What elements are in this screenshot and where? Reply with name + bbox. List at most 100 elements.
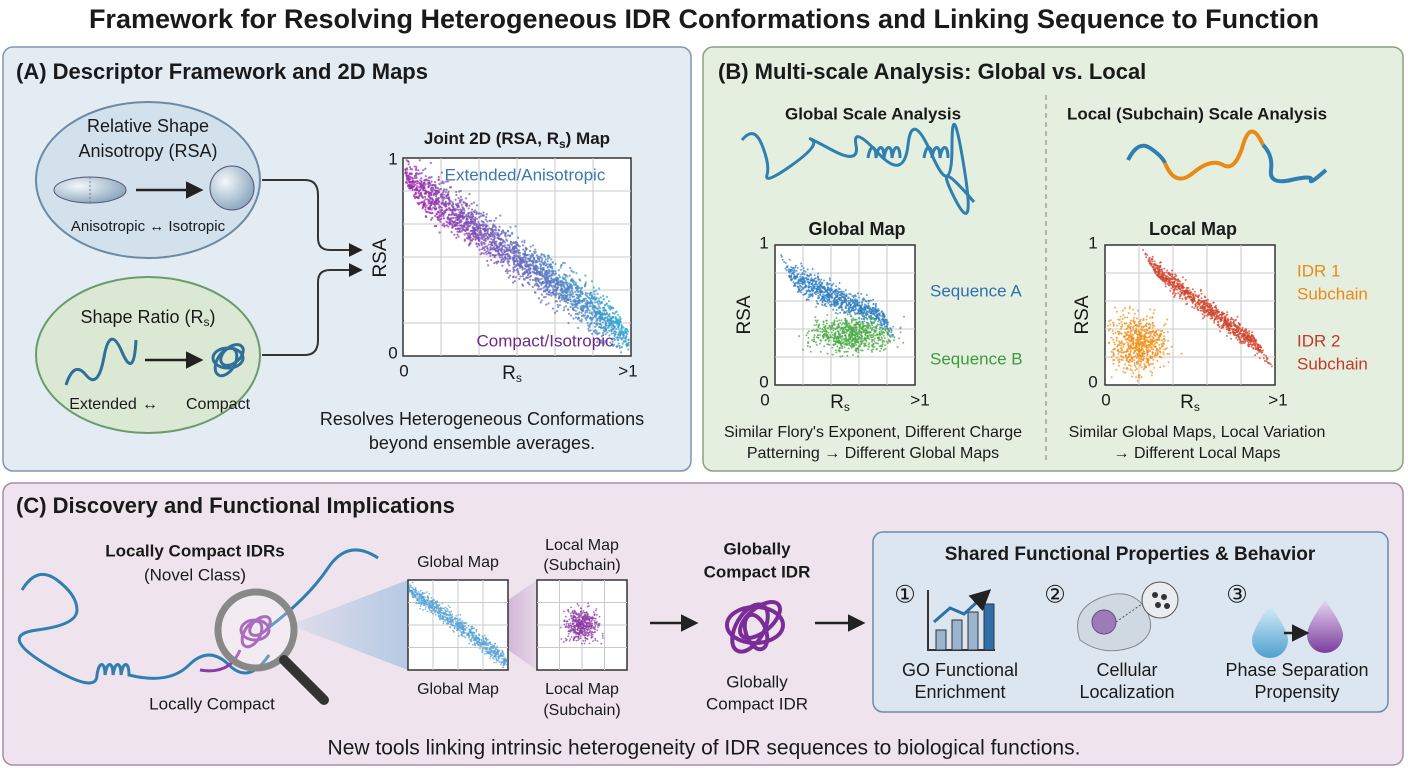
item-number: ② bbox=[1044, 581, 1066, 608]
panel-caption: Similar Flory's Exponent, Different Char… bbox=[724, 424, 1022, 441]
global-chain bbox=[740, 122, 976, 215]
rs-right: Compact bbox=[186, 396, 251, 413]
idr-subtitle: (Novel Class) bbox=[144, 565, 246, 584]
rsa-label: Anisotropy (RSA) bbox=[78, 141, 217, 161]
connector bbox=[262, 263, 363, 356]
map-label: Global Map bbox=[417, 554, 499, 571]
sphere-icon bbox=[209, 165, 255, 211]
legend-label: Sequence B bbox=[930, 349, 1023, 368]
phase-icon bbox=[1252, 600, 1343, 658]
page-title: Framework for Resolving Heterogeneous ID… bbox=[89, 4, 1319, 34]
scatter-points bbox=[1107, 249, 1273, 382]
y-tick-label: 0 bbox=[1088, 372, 1097, 391]
y-axis-label: RSA bbox=[370, 238, 391, 277]
rsa-ellipse bbox=[35, 101, 261, 259]
local-map bbox=[1104, 244, 1276, 386]
y-tick-label: 1 bbox=[759, 233, 768, 252]
map-title: Joint 2D (RSA, Rs) Map bbox=[424, 129, 610, 151]
x-axis-label: Rs bbox=[830, 392, 850, 414]
idr-label: Locally Compact bbox=[149, 694, 275, 713]
x-tick-label: >1 bbox=[618, 361, 637, 380]
globally-compact-knot bbox=[725, 600, 785, 654]
item-label: Cellular bbox=[1096, 660, 1157, 680]
map-label: (Subchain) bbox=[543, 702, 620, 719]
legend-label: IDR 1 bbox=[1297, 261, 1340, 280]
go-icon bbox=[927, 589, 995, 651]
section-title: Local (Subchain) Scale Analysis bbox=[1067, 104, 1327, 123]
connector bbox=[262, 179, 363, 257]
properties-title: Shared Functional Properties & Behavior bbox=[945, 544, 1316, 565]
item-label: GO Functional bbox=[902, 660, 1018, 680]
idr-title: Locally Compact IDRs bbox=[105, 541, 285, 560]
rsa-caption: Anisotropic ↔ Isotropic bbox=[71, 218, 226, 235]
map-label: Global Map bbox=[417, 681, 499, 698]
y-tick-label: 1 bbox=[1088, 233, 1097, 252]
compact-region bbox=[199, 615, 272, 673]
y-tick-label: 1 bbox=[388, 149, 397, 168]
map-label: (Subchain) bbox=[543, 557, 620, 574]
x-tick-label: 0 bbox=[399, 361, 408, 380]
item-label: Localization bbox=[1079, 682, 1174, 702]
legend-label: Subchain bbox=[1297, 354, 1368, 373]
extended-chain bbox=[64, 337, 138, 386]
panel-caption: Patterning → Different Global Maps bbox=[747, 445, 999, 462]
legend-label: IDR 2 bbox=[1297, 331, 1340, 350]
y-axis-label: RSA bbox=[1072, 295, 1093, 334]
compact-label: Globally bbox=[726, 672, 788, 691]
global-map bbox=[774, 244, 916, 386]
map-annotation: Extended/Anisotropic bbox=[445, 165, 606, 184]
y-axis-label: RSA bbox=[734, 295, 755, 334]
scatter-points bbox=[408, 581, 508, 669]
plot-grid bbox=[403, 158, 631, 356]
scatter-points bbox=[780, 254, 906, 358]
x-axis-label: Rs bbox=[502, 363, 522, 385]
rs-ellipse bbox=[35, 276, 261, 434]
panel-caption: → Different Local Maps bbox=[1114, 445, 1281, 462]
item-label: Phase Separation bbox=[1225, 660, 1368, 680]
global-map-thumb bbox=[407, 579, 509, 671]
compact-title: Globally bbox=[723, 539, 791, 558]
zoom-cone bbox=[508, 580, 537, 670]
y-tick-label: 0 bbox=[759, 372, 768, 391]
rsa-label: Relative Shape bbox=[87, 116, 209, 136]
panel-caption: Resolves Heterogeneous Conformations bbox=[320, 409, 644, 429]
zoom-cone bbox=[290, 580, 408, 670]
item-label: Enrichment bbox=[914, 682, 1005, 702]
magnifier-handle bbox=[279, 655, 329, 705]
legend-label: Subchain bbox=[1297, 284, 1368, 303]
footer: New tools linking intrinsic heterogeneit… bbox=[328, 737, 1081, 760]
compact-title: Compact IDR bbox=[704, 562, 811, 581]
compact-knot bbox=[211, 343, 245, 378]
map-annotation: Compact/Isotropic bbox=[477, 331, 614, 350]
map-label: Local Map bbox=[545, 681, 619, 698]
scatter-points bbox=[560, 602, 604, 645]
compact-label: Compact IDR bbox=[706, 694, 808, 713]
legend-label: Sequence A bbox=[930, 281, 1022, 300]
rs-arrow: ↔ bbox=[142, 396, 158, 413]
x-tick-label: 0 bbox=[760, 390, 769, 409]
map-title: Global Map bbox=[808, 219, 905, 239]
cell-icon bbox=[1077, 581, 1179, 652]
x-tick-label: >1 bbox=[1268, 390, 1287, 409]
magnifier bbox=[214, 588, 298, 672]
panel-heading: (C) Discovery and Functional Implication… bbox=[16, 493, 455, 518]
joint-map bbox=[402, 157, 632, 357]
x-tick-label: >1 bbox=[910, 390, 929, 409]
panel-caption: beyond ensemble averages. bbox=[369, 433, 595, 453]
rs-left: Extended bbox=[69, 396, 137, 413]
y-tick-label: 0 bbox=[388, 343, 397, 362]
scatter-points bbox=[404, 159, 630, 354]
rs-label: Shape Ratio (Rs) bbox=[80, 307, 215, 329]
map-label: Local Map bbox=[545, 537, 619, 554]
item-number: ① bbox=[894, 581, 916, 608]
local-map-thumb bbox=[536, 579, 628, 671]
map-title: Local Map bbox=[1149, 219, 1237, 239]
local-chain bbox=[1126, 129, 1328, 184]
panel-heading: (A) Descriptor Framework and 2D Maps bbox=[16, 59, 428, 84]
panel-caption: Similar Global Maps, Local Variation bbox=[1069, 424, 1326, 441]
plot-frame bbox=[1104, 244, 1276, 386]
x-axis-label: Rs bbox=[1180, 392, 1200, 414]
section-title: Global Scale Analysis bbox=[785, 104, 961, 123]
x-tick-label: 0 bbox=[1101, 390, 1110, 409]
